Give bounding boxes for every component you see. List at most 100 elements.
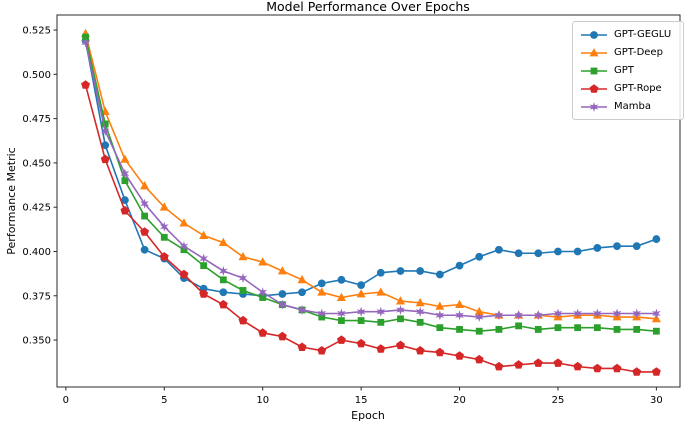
- marker-gpt-rope: [81, 80, 91, 89]
- marker-gpt: [357, 317, 365, 324]
- marker-gpt-deep: [258, 257, 268, 266]
- marker-mamba: [474, 312, 484, 323]
- y-tick-label: 0.425: [22, 203, 51, 214]
- legend-marker-gpt-rope: [581, 84, 607, 93]
- marker-mamba: [435, 310, 445, 321]
- marker-gpt: [121, 177, 129, 185]
- marker-gpt-rope: [553, 358, 563, 367]
- x-tick-label: 0: [63, 395, 69, 406]
- marker-gpt-rope: [592, 363, 602, 373]
- marker-gpt-rope: [632, 367, 642, 376]
- marker-gpt-deep: [159, 202, 169, 211]
- marker-gpt: [219, 276, 227, 284]
- y-tick-label: 0.350: [22, 336, 51, 347]
- marker-gpt-geglu: [495, 245, 503, 254]
- marker-gpt-deep: [455, 299, 465, 309]
- marker-gpt: [397, 315, 404, 323]
- marker-gpt-deep: [199, 230, 209, 239]
- marker-gpt-geglu: [376, 268, 385, 277]
- series-mamba: [81, 37, 661, 323]
- marker-mamba: [494, 310, 504, 321]
- marker-gpt-rope: [435, 347, 445, 357]
- marker-gpt-geglu: [357, 281, 366, 290]
- marker-gpt-deep: [218, 237, 228, 247]
- marker-gpt-rope: [100, 154, 110, 164]
- marker-gpt-deep: [474, 306, 484, 316]
- marker-gpt-geglu: [337, 275, 346, 284]
- marker-gpt: [495, 326, 503, 333]
- legend-label: GPT: [614, 65, 634, 76]
- y-tick-label: 0.525: [22, 26, 51, 37]
- marker-gpt: [160, 233, 168, 241]
- marker-mamba: [297, 304, 307, 315]
- marker-gpt-deep: [435, 301, 445, 310]
- y-tick-label: 0.475: [22, 114, 51, 125]
- marker-gpt-rope: [356, 338, 366, 348]
- marker-gpt-geglu: [593, 244, 602, 252]
- marker-gpt-deep: [356, 289, 366, 298]
- marker-gpt-geglu: [317, 279, 326, 288]
- marker-gpt-rope: [415, 345, 425, 355]
- marker-gpt-rope: [140, 227, 150, 236]
- marker-gpt: [82, 33, 89, 41]
- legend-marker-glyph: [590, 67, 598, 75]
- axes-group: 0 5 10 15 20 25 30 0.350 0.375 0.400 0.425 0.450 0.4…: [22, 14, 681, 406]
- marker-gpt-rope: [120, 206, 130, 215]
- marker-gpt-geglu: [455, 261, 464, 270]
- legend-marker-gpt: [581, 67, 607, 75]
- marker-mamba: [652, 308, 661, 319]
- marker-mamba: [396, 304, 405, 315]
- legend-marker-glyph: [590, 31, 598, 39]
- marker-mamba: [238, 273, 248, 284]
- marker-gpt: [515, 322, 522, 330]
- series-line-gpt-deep: [84, 33, 657, 320]
- marker-gpt: [554, 324, 562, 332]
- legend-item-mamba: Mamba: [579, 98, 677, 116]
- x-axis-label: Epoch: [351, 409, 385, 422]
- series-line-mamba: [84, 42, 657, 318]
- marker-gpt-deep: [238, 251, 248, 261]
- marker-gpt-deep: [317, 287, 327, 296]
- legend-marker-glyph: [589, 48, 599, 57]
- marker-gpt-rope: [376, 344, 386, 353]
- marker-mamba: [415, 306, 425, 317]
- marker-gpt-geglu: [514, 249, 523, 258]
- marker-gpt-deep: [120, 154, 130, 163]
- marker-gpt: [475, 327, 483, 335]
- marker-mamba: [120, 168, 130, 179]
- legend-label: GPT-Deep: [614, 47, 663, 58]
- marker-gpt-geglu: [652, 235, 661, 243]
- marker-gpt: [456, 326, 463, 333]
- marker-mamba: [179, 241, 189, 252]
- marker-gpt: [101, 120, 109, 128]
- marker-gpt-deep: [376, 287, 386, 296]
- marker-mamba: [514, 310, 523, 321]
- marker-gpt-rope: [573, 361, 583, 371]
- legend: GPT-GEGLU GPT-Deep GPT GPT-Rope Mamba: [572, 21, 684, 120]
- marker-gpt: [593, 324, 601, 332]
- marker-gpt: [141, 212, 148, 220]
- legend-item-gpt-rope: GPT-Rope: [579, 80, 677, 98]
- x-tick-label: 15: [355, 395, 368, 406]
- y-tick-label: 0.375: [22, 291, 51, 302]
- legend-label: GPT-GEGLU: [614, 29, 672, 40]
- y-tick-label: 0.400: [22, 247, 51, 258]
- series-group: [81, 28, 661, 376]
- series-line-gpt-rope: [84, 84, 657, 373]
- series-line-gpt: [84, 36, 657, 333]
- marker-gpt-rope: [533, 358, 543, 367]
- marker-mamba: [612, 308, 622, 319]
- marker-gpt-rope: [474, 354, 484, 364]
- x-tick-label: 20: [453, 395, 466, 406]
- marker-mamba: [553, 308, 563, 319]
- marker-gpt-deep: [395, 296, 405, 305]
- marker-gpt-rope: [494, 361, 504, 371]
- marker-mamba: [356, 306, 366, 317]
- legend-label: Mamba: [614, 101, 651, 112]
- marker-gpt-geglu: [199, 284, 208, 293]
- legend-marker-glyph: [589, 102, 599, 112]
- marker-gpt: [436, 324, 444, 332]
- marker-mamba: [100, 126, 110, 137]
- marker-gpt: [239, 287, 247, 294]
